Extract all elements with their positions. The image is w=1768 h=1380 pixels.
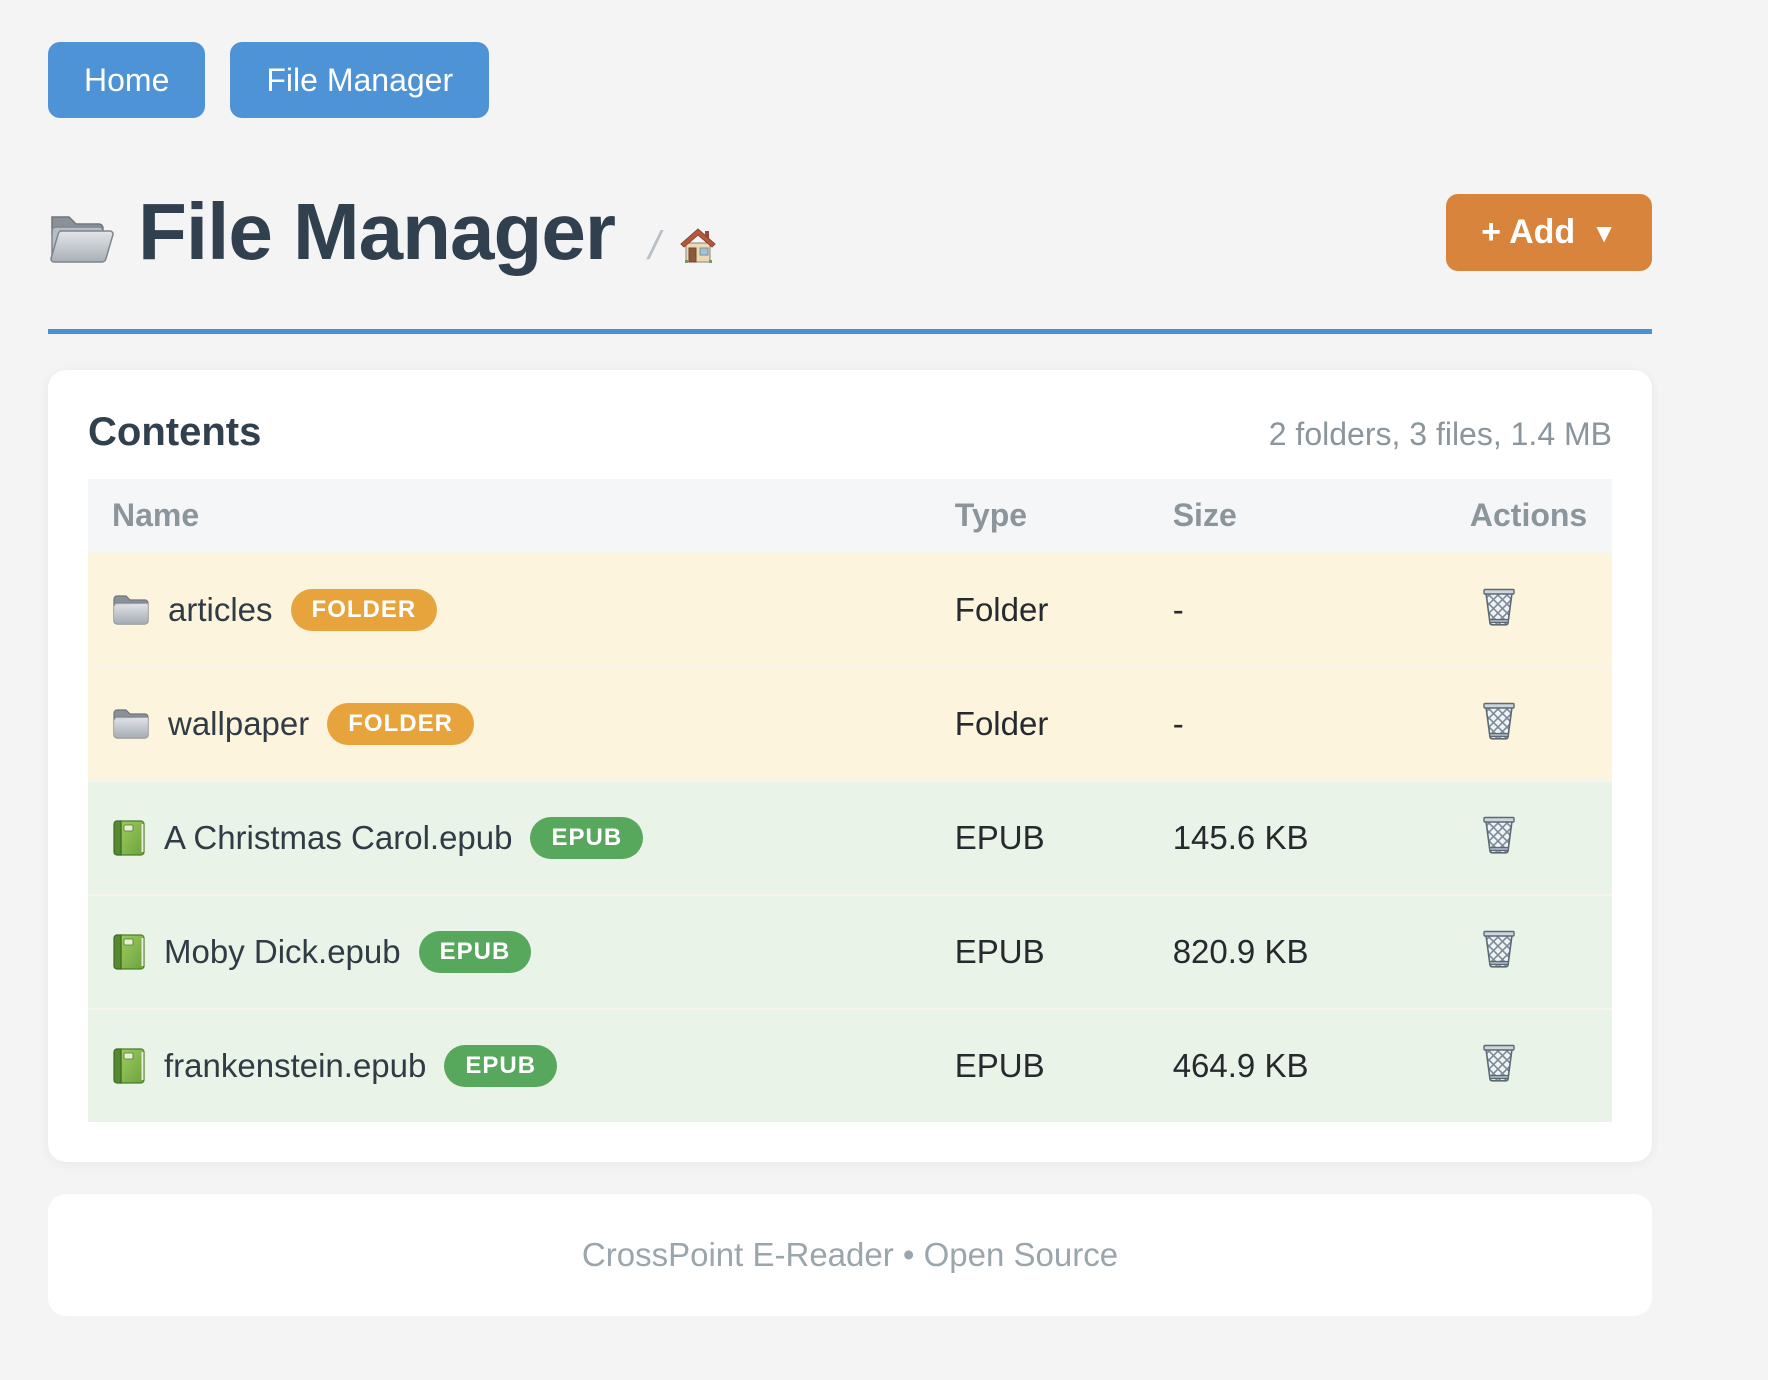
contents-head: Contents 2 folders, 3 files, 1.4 MB bbox=[88, 410, 1612, 455]
type-cell: EPUB bbox=[954, 1047, 1045, 1084]
file-name-link[interactable]: articles bbox=[168, 590, 273, 628]
title-wrap: File Manager / bbox=[48, 192, 716, 272]
trash-icon bbox=[1483, 588, 1515, 626]
top-nav: Home File Manager bbox=[48, 42, 1652, 118]
size-cell: - bbox=[1172, 705, 1184, 742]
green-book-icon bbox=[113, 1048, 145, 1084]
file-name-link[interactable]: Moby Dick.epub bbox=[164, 932, 401, 970]
file-name-link[interactable]: A Christmas Carol.epub bbox=[164, 818, 513, 856]
trash-icon bbox=[1483, 1044, 1515, 1082]
file-name-link[interactable]: frankenstein.epub bbox=[164, 1046, 427, 1084]
size-cell: 820.9 KB bbox=[1172, 933, 1309, 970]
breadcrumb: / bbox=[644, 224, 716, 269]
delete-button[interactable] bbox=[1480, 586, 1518, 626]
open-folder-icon bbox=[50, 216, 114, 263]
type-badge: FOLDER bbox=[290, 588, 438, 632]
folder-icon bbox=[113, 595, 149, 625]
table-row: Moby Dick.epub EPUB EPUB 820.9 KB bbox=[88, 895, 1612, 1009]
type-badge: FOLDER bbox=[327, 702, 474, 746]
table-row: frankenstein.epub EPUB EPUB 464.9 KB bbox=[88, 1009, 1612, 1122]
column-header-actions: Actions bbox=[1445, 479, 1612, 553]
column-header-type: Type bbox=[930, 479, 1149, 553]
folder-icon bbox=[113, 709, 149, 739]
page-title: File Manager bbox=[138, 187, 616, 276]
trash-icon bbox=[1483, 930, 1515, 968]
trash-icon bbox=[1483, 816, 1515, 854]
file-table: Name Type Size Actions bbox=[88, 479, 1612, 1122]
delete-button[interactable] bbox=[1480, 814, 1518, 854]
footer-text: CrossPoint E-Reader • Open Source bbox=[581, 1236, 1119, 1273]
contents-card: Contents 2 folders, 3 files, 1.4 MB Name… bbox=[48, 370, 1652, 1162]
contents-summary: 2 folders, 3 files, 1.4 MB bbox=[1268, 416, 1612, 452]
type-badge: EPUB bbox=[418, 930, 532, 974]
delete-button[interactable] bbox=[1480, 700, 1518, 740]
type-cell: EPUB bbox=[954, 819, 1045, 856]
add-button-label: + Add bbox=[1481, 212, 1576, 251]
add-button[interactable]: + Add ▼ bbox=[1446, 193, 1652, 271]
table-row: A Christmas Carol.epub EPUB EPUB 145.6 K… bbox=[88, 781, 1612, 895]
home-button[interactable]: Home bbox=[48, 42, 206, 118]
trash-icon bbox=[1483, 702, 1515, 740]
type-badge: EPUB bbox=[444, 1044, 558, 1088]
delete-button[interactable] bbox=[1480, 928, 1518, 968]
column-header-name: Name bbox=[88, 479, 931, 553]
type-cell: Folder bbox=[954, 705, 1049, 742]
delete-button[interactable] bbox=[1480, 1042, 1518, 1082]
green-book-icon bbox=[113, 820, 145, 856]
home-icon[interactable] bbox=[680, 227, 716, 265]
column-header-size: Size bbox=[1148, 479, 1446, 553]
size-cell: 145.6 KB bbox=[1172, 819, 1309, 856]
green-book-icon bbox=[113, 934, 145, 970]
breadcrumb-separator: / bbox=[644, 223, 665, 268]
page-container: Home File Manager File Manager / bbox=[48, 42, 1652, 1316]
table-header-row: Name Type Size Actions bbox=[88, 479, 1612, 553]
table-body: articles FOLDER Folder - bbox=[88, 553, 1612, 1122]
table-row: articles FOLDER Folder - bbox=[88, 553, 1612, 667]
page-header: File Manager / + Add ▼ bbox=[48, 192, 1652, 272]
type-badge: EPUB bbox=[530, 816, 644, 860]
title-underline bbox=[48, 329, 1652, 334]
table-row: wallpaper FOLDER Folder - bbox=[88, 667, 1612, 781]
contents-heading: Contents bbox=[88, 410, 262, 454]
type-cell: EPUB bbox=[954, 933, 1045, 970]
size-cell: 464.9 KB bbox=[1172, 1047, 1309, 1084]
file-name-link[interactable]: wallpaper bbox=[168, 704, 310, 742]
footer-card: CrossPoint E-Reader • Open Source bbox=[48, 1194, 1652, 1316]
type-cell: Folder bbox=[954, 591, 1049, 628]
size-cell: - bbox=[1172, 591, 1184, 628]
caret-down-icon: ▼ bbox=[1591, 217, 1617, 248]
file-manager-button[interactable]: File Manager bbox=[230, 42, 490, 118]
